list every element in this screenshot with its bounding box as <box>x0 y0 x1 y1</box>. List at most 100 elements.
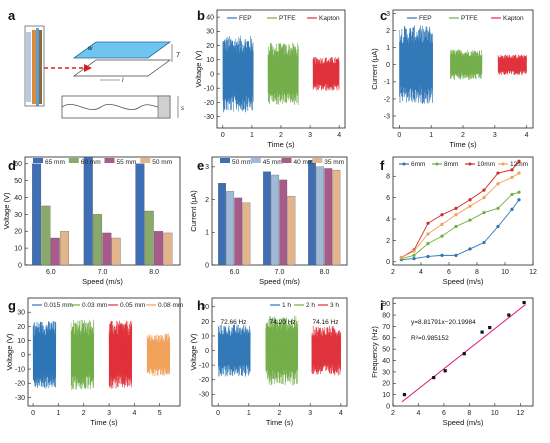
y-tick-label: -30 <box>15 395 25 402</box>
legend-swatch <box>220 158 230 163</box>
x-tick-label: 2 <box>391 269 395 276</box>
data-point <box>482 196 486 200</box>
film-top <box>72 41 172 59</box>
r-squared: R²=0.985152 <box>411 335 449 342</box>
data-point <box>496 206 500 210</box>
data-point <box>496 171 500 175</box>
y-axis-label: Voltage (V) <box>194 50 203 88</box>
panel-letter-a: a <box>8 8 16 23</box>
series-line-8mm <box>401 191 520 260</box>
legend-swatch <box>281 158 292 163</box>
bar <box>332 169 341 266</box>
signal-PTFE <box>267 42 299 105</box>
device-plate-4 <box>39 30 42 104</box>
panel-letter-f: f <box>380 158 385 173</box>
chart-i: 0 10 20 30 40 50 60 70 80 90 2 4 6 8 10 12 Speed (m/s) Fr… <box>370 297 534 427</box>
plot-frame <box>27 297 181 407</box>
x-tick-label: 0 <box>31 410 35 417</box>
y-tick-label: 30 <box>382 369 390 376</box>
y-tick-label: 20 <box>201 319 209 326</box>
y-tick-label: -30 <box>199 392 209 399</box>
legend-swatch <box>250 158 261 163</box>
flutter-wave <box>61 104 171 110</box>
bar <box>102 232 112 266</box>
legend-marker <box>468 162 472 166</box>
y-tick-label: 3 <box>386 11 390 18</box>
y-tick-label: 0 <box>18 262 22 269</box>
data-point <box>462 352 466 356</box>
data-point <box>440 253 444 257</box>
y-axis-label: Voltage (V) <box>2 192 11 230</box>
legend-label: 1 h <box>282 302 291 309</box>
y-tick-label: 50 <box>382 347 390 354</box>
y-tick-label: 40 <box>206 15 214 22</box>
y-tick-label: -1 <box>384 79 390 86</box>
x-tick-label: 3 <box>493 132 497 139</box>
data-point <box>412 249 416 253</box>
x-tick-label: 4 <box>337 132 341 139</box>
x-tick-label: 8.0 <box>149 269 159 276</box>
x-tick-label: 2 <box>279 132 283 139</box>
x-tick-label: 0 <box>221 132 225 139</box>
data-point <box>426 254 430 259</box>
x-tick-label: 0 <box>397 132 401 139</box>
data-point <box>454 224 458 229</box>
y-tick-label: 1 <box>386 45 390 52</box>
fit-equation: y=8.81791x−20.19984 <box>411 319 476 326</box>
data-point <box>440 222 444 226</box>
panel-letter-e: e <box>197 158 204 173</box>
y-tick-label: 10 <box>206 57 214 64</box>
y-tick-label: 40 <box>14 195 22 202</box>
panel-letter-g: g <box>8 298 16 313</box>
data-point <box>482 240 486 245</box>
bar <box>279 179 288 266</box>
legend-marker <box>435 162 439 166</box>
legend-label: 8mm <box>444 161 458 168</box>
y-tick-label: 60 <box>382 335 390 342</box>
frequency-annotation: 74.16 Hz <box>313 319 339 326</box>
y-tick-label: 1 <box>205 230 209 237</box>
x-tick-label: 8 <box>467 410 471 417</box>
series-line-10mm <box>401 160 520 258</box>
panel-letter-c: c <box>380 8 387 23</box>
data-point <box>507 313 511 317</box>
legend-label: 50 mm <box>232 159 252 166</box>
y-tick-label: -30 <box>204 114 214 121</box>
x-axis-label: Time (s) <box>90 418 118 427</box>
y-tick-label: -10 <box>199 363 209 370</box>
y-tick-label: 0 <box>386 403 390 410</box>
x-tick-label: 12 <box>516 410 524 417</box>
x-tick-label: 1 <box>56 410 60 417</box>
data-point <box>426 232 430 236</box>
legend-label: Kapton <box>503 15 524 22</box>
plot-frame <box>392 297 534 407</box>
data-point <box>412 256 416 261</box>
x-tick-label: 6.0 <box>230 269 240 276</box>
data-point <box>468 218 472 222</box>
y-tick-label: 60 <box>14 161 22 168</box>
legend-label: 40 mm <box>294 159 314 166</box>
frequency-annotation: 72.66 Hz <box>220 319 246 326</box>
legend-label: 45 mm <box>263 159 283 166</box>
legend-marker <box>501 162 505 166</box>
legend-label: 0.015 mm <box>44 302 73 309</box>
y-tick-label: -20 <box>199 377 209 384</box>
y-tick-label: 20 <box>17 324 25 331</box>
y-tick-label: 2 <box>386 28 390 35</box>
chart-c: -3 -2 -1 0 1 2 3 0 1 2 3 4 Time (s) Current (μA) FEP PT… <box>370 9 534 149</box>
y-tick-label: -10 <box>204 86 214 93</box>
signal-2-h <box>265 315 299 386</box>
legend-swatch <box>104 158 115 163</box>
legend-label: 2 h <box>306 302 315 309</box>
data-point <box>432 375 436 380</box>
panel-letter-b: b <box>197 8 205 23</box>
data-point <box>510 175 514 179</box>
bar <box>163 232 173 266</box>
x-tick-label: 3 <box>308 132 312 139</box>
legend-label: 0.03 mm <box>82 302 107 309</box>
y-tick-label: -10 <box>15 366 25 373</box>
y-tick-label: -20 <box>15 381 25 388</box>
callout-arrow-head <box>84 64 92 72</box>
bar <box>263 171 271 266</box>
